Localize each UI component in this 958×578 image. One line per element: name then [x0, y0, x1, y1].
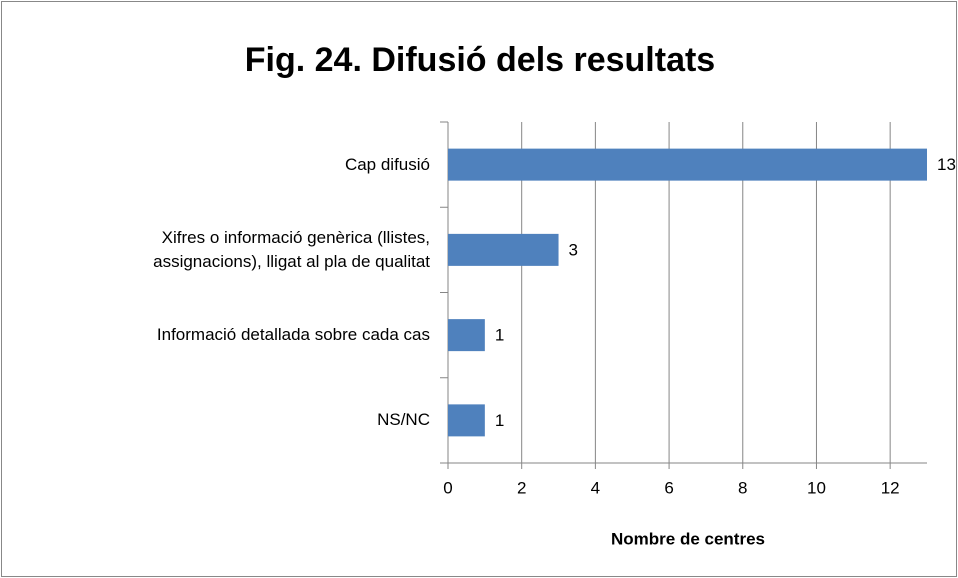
x-tick-label: 4	[591, 478, 600, 497]
value-label: 3	[569, 240, 578, 259]
y-tick-label: Informació detallada sobre cada cas	[156, 325, 430, 345]
x-tick-label: 12	[881, 478, 900, 497]
y-tick-label: Xifres o informació genèrica (llistes, a…	[153, 227, 430, 271]
bar	[448, 319, 485, 352]
bar	[448, 148, 927, 181]
bar	[448, 233, 559, 266]
x-tick-label: 6	[664, 478, 673, 497]
x-tick-label: 8	[738, 478, 747, 497]
x-tick-label: 2	[517, 478, 526, 497]
chart-title: Fig. 24. Difusió dels resultats	[245, 41, 715, 79]
x-tick-label: 0	[443, 478, 452, 497]
y-tick-label: Cap difusió	[344, 154, 430, 174]
value-label: 1	[495, 411, 504, 430]
x-axis-label: Nombre de centres	[611, 529, 765, 548]
value-label: 1	[495, 326, 504, 345]
bar	[448, 404, 485, 437]
y-tick-label: NS/NC	[377, 410, 430, 430]
value-label: 13	[937, 155, 956, 174]
x-tick-label: 10	[807, 478, 826, 497]
